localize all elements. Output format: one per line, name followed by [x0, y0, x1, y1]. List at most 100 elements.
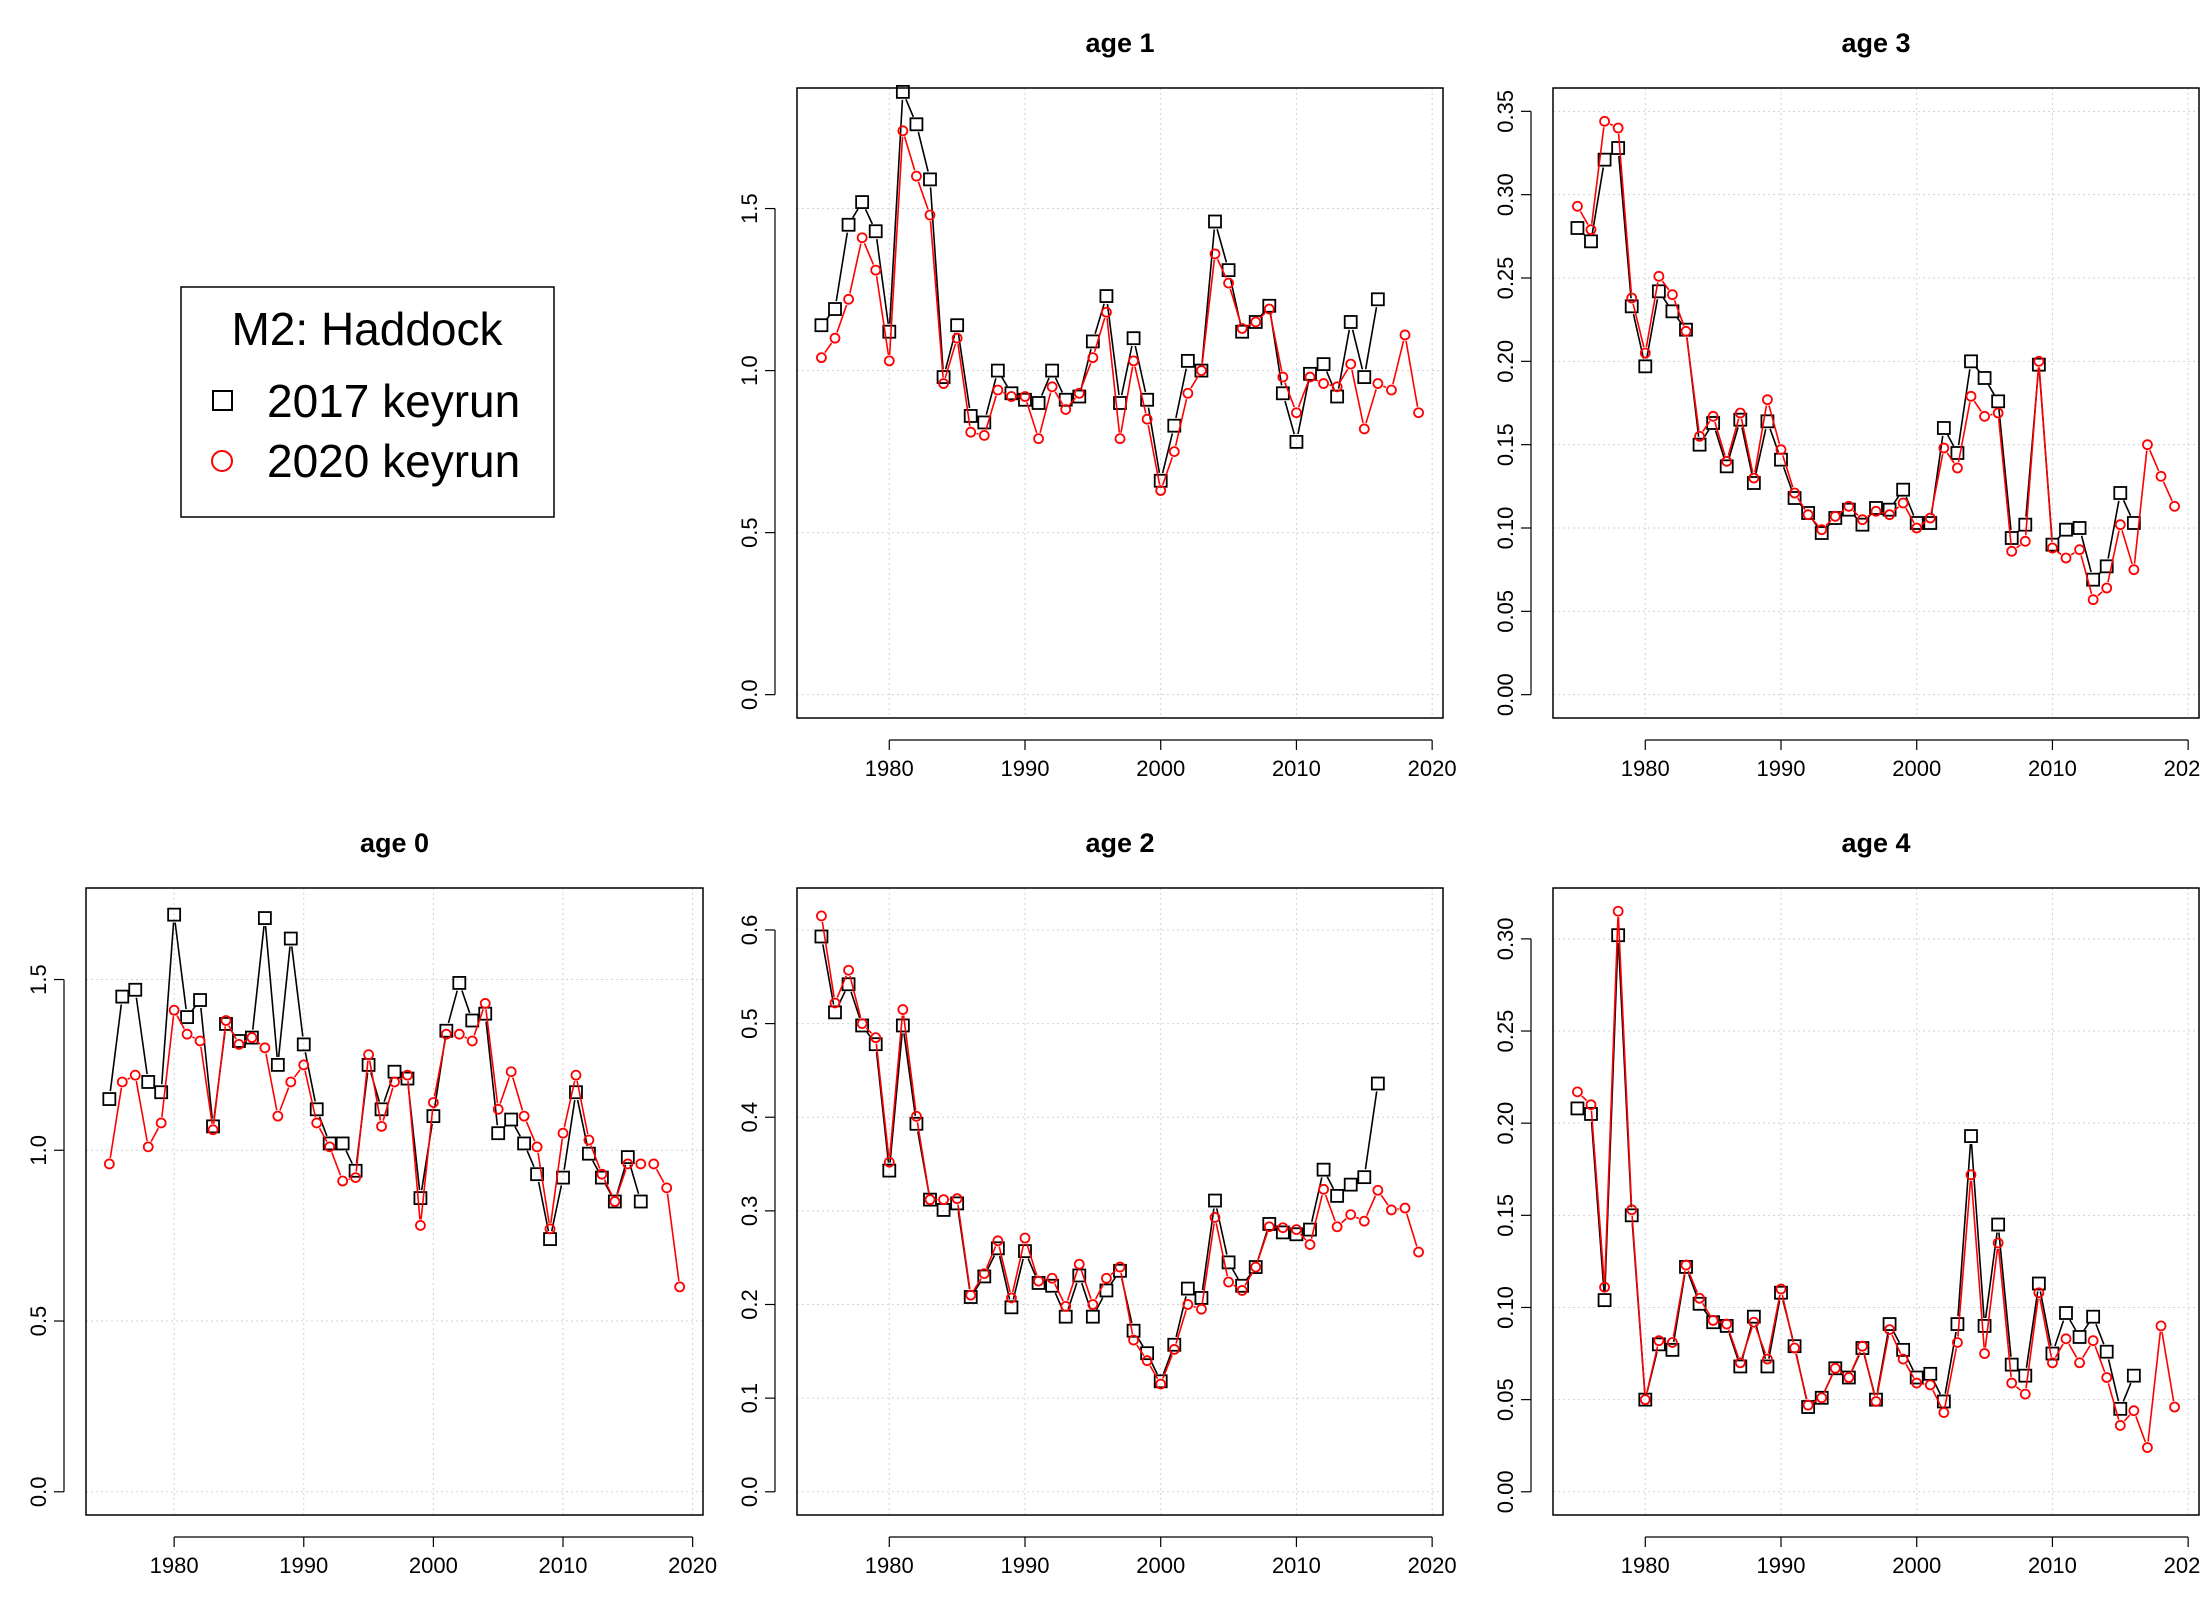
series-segment [836, 975, 848, 998]
series-segment [135, 997, 148, 1075]
y-tick-label: 0.4 [737, 1102, 762, 1133]
data-point-square [868, 224, 883, 239]
data-point-circle [2128, 564, 2140, 576]
series-segment [2025, 1298, 2039, 1389]
data-point-square [1991, 1217, 2006, 1232]
series-segment [243, 1039, 247, 1043]
series-segment [1324, 1194, 1336, 1222]
y-tick-label: 0.00 [1493, 673, 1518, 716]
data-point-circle [1209, 248, 1221, 260]
series-segment [1811, 518, 1819, 526]
x-tick-label: 2000 [1892, 1553, 1941, 1578]
data-point-square [2099, 1344, 2114, 1359]
data-point-circle [1694, 430, 1705, 442]
data-point-circle [103, 1158, 115, 1170]
data-point-circle [856, 1018, 868, 1029]
series-segment [174, 922, 187, 1010]
data-point-circle [1128, 1334, 1139, 1346]
data-point-circle [992, 1235, 1004, 1247]
data-point-circle [1857, 1340, 1868, 1352]
data-point-circle [1386, 1204, 1397, 1216]
series-segment [1957, 402, 1971, 463]
data-point-square [128, 982, 143, 997]
data-point-circle [1911, 1377, 1923, 1389]
data-point-circle [1789, 487, 1800, 499]
series-segment [1216, 259, 1227, 278]
data-point-square [1950, 1317, 1965, 1331]
x-tick-label: 2000 [1136, 756, 1185, 781]
series-segment [1581, 1095, 1588, 1102]
series-segment [331, 1152, 342, 1176]
series-segment [1066, 1269, 1079, 1301]
data-point-circle [883, 1156, 895, 1168]
series-segment [525, 1121, 536, 1142]
x-tick-label: 1990 [1001, 1553, 1050, 1578]
data-point-circle [1721, 455, 1733, 467]
y-tick-label: 0.2 [737, 1289, 762, 1320]
data-point-square [1180, 353, 1195, 368]
data-point-circle [1952, 1337, 1963, 1348]
series-segment [2097, 591, 2103, 597]
x-tick-label: 2000 [409, 1553, 458, 1578]
data-point-square [963, 409, 978, 423]
data-point-circle [1870, 505, 1882, 517]
data-point-circle [1924, 512, 1936, 524]
data-point-square [1692, 437, 1707, 452]
series-segment [1080, 1269, 1092, 1300]
data-point-circle [440, 1028, 452, 1040]
series-segment [1215, 1223, 1229, 1277]
series-segment [464, 1036, 468, 1039]
series-segment [2054, 1320, 2065, 1347]
legend: M2: Haddock 2017 keyrun 2020 keyrun [180, 286, 555, 518]
series-segment [2080, 555, 2093, 595]
series-segment [2080, 535, 2092, 573]
data-point-square [1869, 501, 1883, 515]
data-point-square [923, 172, 937, 187]
series-segment [1094, 1283, 1105, 1300]
data-point-circle [1639, 1394, 1651, 1406]
chart-panel-age-1: age 1 1980 1990 2000 2010 2020 0.0 0.5 1.0 1.5 [737, 28, 1457, 781]
data-point-square [1262, 1217, 1277, 1231]
data-point-circle [1734, 1357, 1746, 1369]
series-segment [1201, 1223, 1215, 1304]
data-point-square [2126, 1368, 2141, 1383]
y-tick-label: 0.20 [1493, 1102, 1518, 1145]
data-point-square [1180, 1281, 1195, 1296]
data-point-square [977, 415, 992, 430]
series-segment [1365, 389, 1377, 424]
y-tick-label: 0.10 [1493, 507, 1518, 550]
series-segment [1984, 1248, 1999, 1348]
data-point-circle [363, 1049, 374, 1061]
chart-panel-age-4: age 4 1980 1990 2000 2010 2020 0.00 0.05 0.10 0.1… [1493, 828, 2200, 1578]
data-point-circle [1653, 270, 1665, 282]
series-segment [821, 921, 835, 998]
data-point-circle [194, 1035, 206, 1047]
series-2020-keyrun [103, 998, 686, 1293]
data-point-circle [402, 1069, 413, 1081]
data-point-circle [246, 1032, 258, 1043]
series-segment [1768, 1300, 1781, 1359]
series-segment [1970, 1143, 1985, 1318]
series-2020-keyrun [816, 125, 1424, 496]
series-segment [109, 1004, 123, 1092]
series-segment [2056, 550, 2062, 556]
data-point-circle [1155, 485, 1167, 496]
data-point-square [1221, 1255, 1236, 1270]
legend-entry-2020: 2020 keyrun [267, 435, 520, 487]
series-segment [2070, 552, 2075, 556]
series-segment [1891, 1334, 1902, 1354]
data-point-square [1570, 1101, 1585, 1116]
data-point-square [2059, 1306, 2073, 1320]
series-segment [109, 1087, 123, 1159]
data-point-square [936, 370, 951, 384]
series-segment [1001, 377, 1009, 387]
data-point-square [1651, 284, 1666, 299]
series-segment [824, 342, 833, 354]
series-segment [1975, 367, 1981, 373]
data-point-square [439, 1023, 454, 1038]
data-point-square [1194, 363, 1209, 378]
series-segment [1702, 420, 1711, 432]
series-segment [2147, 1331, 2162, 1442]
series-segment [973, 1278, 982, 1291]
series-segment [2161, 1331, 2175, 1402]
